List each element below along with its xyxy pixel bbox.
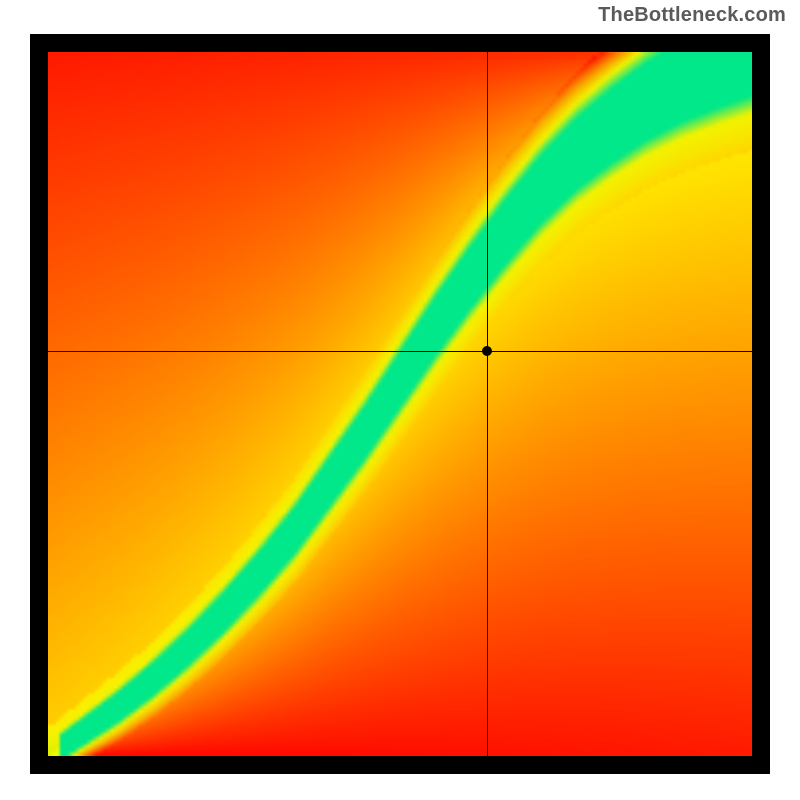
crosshair-marker	[482, 346, 492, 356]
heatmap-canvas	[48, 52, 752, 756]
heatmap-plot	[48, 52, 752, 756]
crosshair-vertical	[487, 52, 488, 756]
attribution-text: TheBottleneck.com	[598, 4, 786, 27]
heatmap-frame	[30, 34, 770, 774]
crosshair-horizontal	[48, 351, 752, 352]
